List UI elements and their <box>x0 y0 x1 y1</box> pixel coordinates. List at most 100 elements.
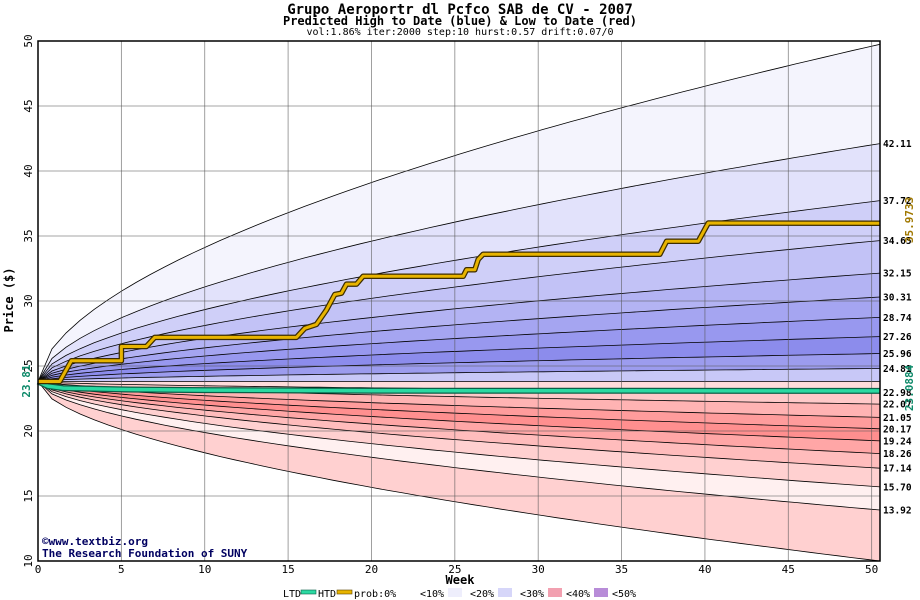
quantile-line-20 <box>37 381 881 562</box>
quantile-value-label-14: 18.26 <box>883 449 912 460</box>
chart-parameters: vol:1.86% iter:2000 step:10 hurst:0.57 d… <box>306 27 614 38</box>
upper-band-6 <box>38 317 880 382</box>
y-tick-label-4: 30 <box>22 294 35 307</box>
x-tick-label-8: 40 <box>698 563 711 576</box>
plot-border <box>37 40 881 562</box>
legend-50-label: <50% <box>612 589 636 600</box>
x-tick-label-10: 50 <box>865 563 878 576</box>
upper-band-4 <box>38 273 880 382</box>
x-tick-label-2: 10 <box>198 563 211 576</box>
legend-10-label: <10% <box>420 589 444 600</box>
quantile-value-label-2: 34.65 <box>883 236 912 247</box>
x-tick-label-4: 20 <box>365 563 378 576</box>
quantile-value-label-1: 37.72 <box>883 196 912 207</box>
legend-ltd-swatch <box>300 589 317 595</box>
x-tick-label-0: 0 <box>35 563 42 576</box>
lower-band-4 <box>38 381 880 441</box>
quantile-line-3 <box>37 240 881 382</box>
quantile-value-label-5: 28.74 <box>883 313 912 324</box>
upper-band-5 <box>38 297 880 382</box>
y-tick-label-7: 45 <box>22 99 35 112</box>
quantile-value-label-10: 22.07 <box>883 400 912 411</box>
quantile-line-9 <box>37 368 881 382</box>
y-tick-label-3: 25 <box>22 359 35 372</box>
x-tick-label-3: 15 <box>281 563 294 576</box>
quantile-value-label-17: 13.92 <box>883 506 912 517</box>
lower-band-8 <box>38 381 880 510</box>
x-tick-label-9: 45 <box>782 563 795 576</box>
start-price-label: 23.81 <box>20 364 33 397</box>
legend-swatch-0 <box>398 588 412 597</box>
quantile-value-label-11: 21.05 <box>883 413 912 424</box>
y-tick-label-6: 40 <box>22 164 35 177</box>
quantile-line-4 <box>37 272 881 382</box>
quantile-line-16 <box>37 381 881 454</box>
legend-swatch-10 <box>448 588 462 597</box>
legend-swatch-40 <box>594 588 608 597</box>
quantile-value-label-16: 15.70 <box>883 482 912 493</box>
upper-band-9 <box>38 368 880 382</box>
lower-band-3 <box>38 381 880 429</box>
quantile-line-8 <box>37 353 881 382</box>
quantile-labels: 42.11 37.72 34.65 32.15 30.31 28.74 27.26 25.96… <box>883 139 912 516</box>
low-final-label: 23.0884 <box>903 364 916 411</box>
y-tick-label-1: 15 <box>22 489 35 502</box>
quantile-value-label-6: 27.26 <box>883 332 912 343</box>
quantile-value-label-0: 42.11 <box>883 139 912 150</box>
quantile-value-label-12: 20.17 <box>883 424 912 435</box>
upper-band-3 <box>38 240 880 382</box>
quantile-value-label-13: 19.24 <box>883 436 912 447</box>
price-paths <box>36 220 881 394</box>
chart-title: Grupo Aeroportr dl Pcfco SAB de CV - 200… <box>287 2 633 18</box>
legend-40-label: <40% <box>566 589 590 600</box>
y-tick-label-8: 50 <box>22 34 35 47</box>
upper-band-8 <box>38 353 880 382</box>
quantile-value-label-9: 22.98 <box>883 388 912 399</box>
x-tick-label-6: 30 <box>532 563 545 576</box>
x-tick-label-1: 5 <box>118 563 125 576</box>
upper-band-1 <box>38 143 880 382</box>
lower-band-2 <box>38 381 880 418</box>
lower-band-6 <box>38 381 880 469</box>
axis-ticks: 0 5 10 15 20 25 30 35 40 45 50 10 15 20 25 30 35 40 45 50 <box>22 34 878 576</box>
quantile-line-7 <box>37 336 881 382</box>
y-tick-label-0: 10 <box>22 554 35 567</box>
chart-subtitle: Predicted High to Date (blue) & Low to D… <box>282 14 637 28</box>
quantile-value-label-8: 24.81 <box>883 364 912 375</box>
x-tick-label-7: 35 <box>615 563 628 576</box>
quantile-value-label-3: 32.15 <box>883 269 912 280</box>
legend-20-label: <20% <box>470 589 494 600</box>
x-axis-label: Week <box>446 573 476 587</box>
lower-band-7 <box>38 381 880 487</box>
legend-30-label: <30% <box>520 589 544 600</box>
quantile-line-5 <box>37 296 881 382</box>
plot-frame <box>37 40 881 562</box>
quantile-line-15 <box>37 381 881 442</box>
quantile-line-0 <box>37 43 881 382</box>
x-tick-label-5: 25 <box>448 563 461 576</box>
quantile-line-2 <box>37 200 881 382</box>
legend-swatch-30 <box>548 588 562 597</box>
lower-band-9 <box>38 381 880 561</box>
upper-band-7 <box>38 336 880 382</box>
quantile-line-19 <box>37 381 881 511</box>
legend-prob-label: prob:0% <box>354 589 396 600</box>
quantile-line-17 <box>37 381 881 469</box>
watermark-url: ©www.textbiz.org <box>42 535 148 548</box>
quantile-value-label-4: 30.31 <box>883 292 912 303</box>
quantile-value-label-15: 17.14 <box>883 464 912 475</box>
quantile-line-18 <box>37 381 881 488</box>
legend-swatch-20 <box>498 588 512 597</box>
quantile-line-1 <box>37 143 881 382</box>
upper-band-0 <box>38 44 880 382</box>
low-to-date-line <box>37 379 881 393</box>
y-tick-label-2: 20 <box>22 424 35 437</box>
y-tick-label-5: 35 <box>22 229 35 242</box>
quantile-line-14 <box>37 381 881 430</box>
legend-htd-swatch <box>336 589 353 595</box>
lower-band-5 <box>38 381 880 454</box>
y-axis-label: Price ($) <box>2 267 16 332</box>
legend: LTD HTD prob:0% <10% <20% <30% <40% <50% <box>283 588 636 600</box>
high-final-label: 35.9733 <box>903 197 916 243</box>
